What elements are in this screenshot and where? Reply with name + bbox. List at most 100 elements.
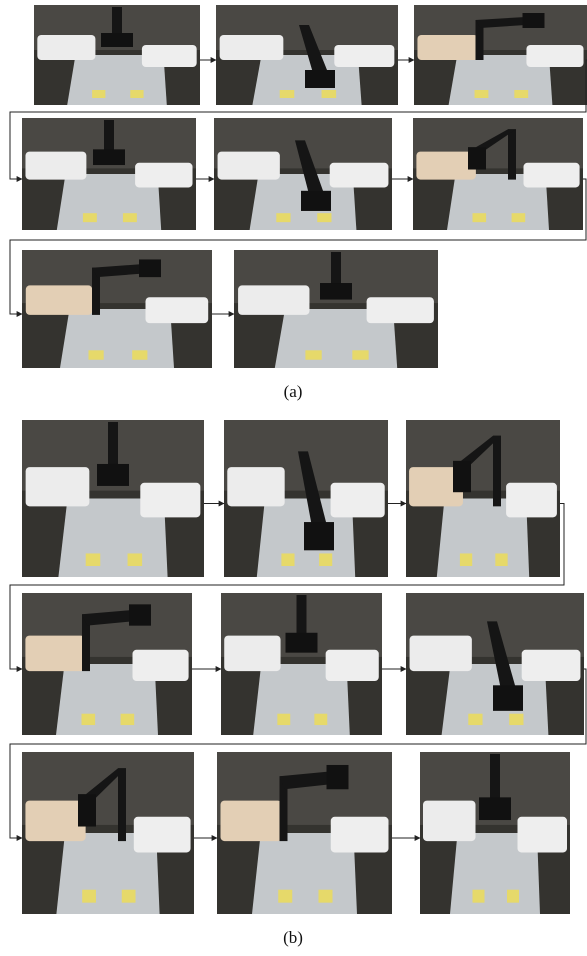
sponge: [86, 553, 101, 566]
gripper: [129, 604, 151, 625]
sponge: [460, 553, 472, 566]
bag: [518, 817, 568, 853]
gripper: [479, 797, 511, 820]
sponge: [281, 553, 294, 566]
bag: [423, 801, 476, 842]
gripper: [97, 464, 129, 486]
robot-arm: [108, 422, 118, 469]
sponge: [305, 350, 321, 359]
sponge: [314, 714, 327, 725]
bag: [25, 152, 86, 180]
gripper: [320, 283, 352, 300]
sponge: [509, 714, 523, 725]
gripper: [139, 259, 161, 277]
bag: [142, 45, 197, 67]
bag: [37, 35, 95, 60]
bag: [524, 163, 580, 188]
sponge: [322, 90, 337, 98]
bag: [133, 650, 189, 681]
bag: [326, 650, 379, 681]
robot-arm: [118, 768, 126, 841]
gripper: [301, 191, 331, 211]
sponge: [276, 213, 290, 222]
robot-arm: [331, 252, 341, 287]
bag: [367, 297, 434, 323]
gripper: [286, 633, 318, 653]
sponge: [82, 714, 96, 725]
gripper: [523, 13, 545, 28]
robot-arm: [493, 436, 501, 507]
bag: [410, 636, 472, 672]
photo: [22, 118, 196, 230]
bag: [135, 163, 192, 188]
bag: [25, 636, 85, 672]
sponge: [128, 553, 143, 566]
bag: [221, 801, 282, 842]
gripper: [93, 149, 125, 165]
sponge: [319, 553, 332, 566]
bag: [218, 152, 280, 180]
bag: [331, 483, 385, 518]
gripper: [327, 765, 349, 789]
robot-arm: [104, 120, 114, 154]
bag: [522, 650, 581, 681]
sponge: [352, 350, 368, 359]
sponge: [507, 890, 519, 903]
photo: [22, 752, 194, 914]
sponge: [83, 213, 97, 222]
photo: [22, 593, 192, 735]
bag: [25, 801, 85, 842]
gripper: [304, 522, 334, 550]
photo: [214, 118, 392, 230]
sponge: [514, 90, 528, 98]
sponge: [278, 890, 292, 903]
gripper: [78, 794, 96, 826]
photo: [22, 420, 204, 577]
bag: [227, 467, 284, 506]
photo: [34, 5, 200, 105]
photo: [406, 420, 560, 577]
panel-label: (b): [283, 928, 303, 947]
sponge: [475, 90, 489, 98]
page: {"panels": [{"label": "(a)"}, {"label": …: [0, 0, 587, 956]
photo-grid: [22, 5, 587, 914]
bag: [331, 817, 389, 853]
photo: [217, 752, 392, 914]
sponge: [512, 213, 526, 222]
sponge: [473, 213, 487, 222]
sponge: [468, 714, 482, 725]
bag: [224, 636, 280, 672]
photo: [216, 5, 398, 105]
sponge: [277, 714, 290, 725]
sponge: [317, 213, 331, 222]
sponge: [280, 90, 295, 98]
bag: [26, 285, 93, 315]
sponge: [89, 350, 104, 359]
photo: [221, 593, 382, 735]
figure: (a) (b): [0, 0, 587, 956]
bag: [506, 483, 557, 518]
sponge: [92, 90, 105, 98]
sponge: [130, 90, 143, 98]
sponge: [473, 890, 485, 903]
bag: [26, 467, 90, 506]
sponge: [82, 890, 96, 903]
gripper: [101, 33, 133, 47]
robot-arm: [508, 129, 516, 179]
sponge: [495, 553, 507, 566]
bag: [238, 285, 309, 315]
gripper: [493, 685, 523, 711]
bag: [416, 152, 476, 180]
sponge: [319, 890, 333, 903]
bag: [330, 163, 389, 188]
bag: [220, 35, 284, 60]
photo: [224, 420, 388, 577]
photo: [22, 250, 212, 368]
photo: [406, 593, 584, 735]
bag: [146, 297, 209, 323]
bag: [417, 35, 478, 60]
bag: [526, 45, 583, 67]
sponge: [123, 213, 137, 222]
bag: [134, 817, 191, 853]
gripper: [453, 461, 471, 492]
